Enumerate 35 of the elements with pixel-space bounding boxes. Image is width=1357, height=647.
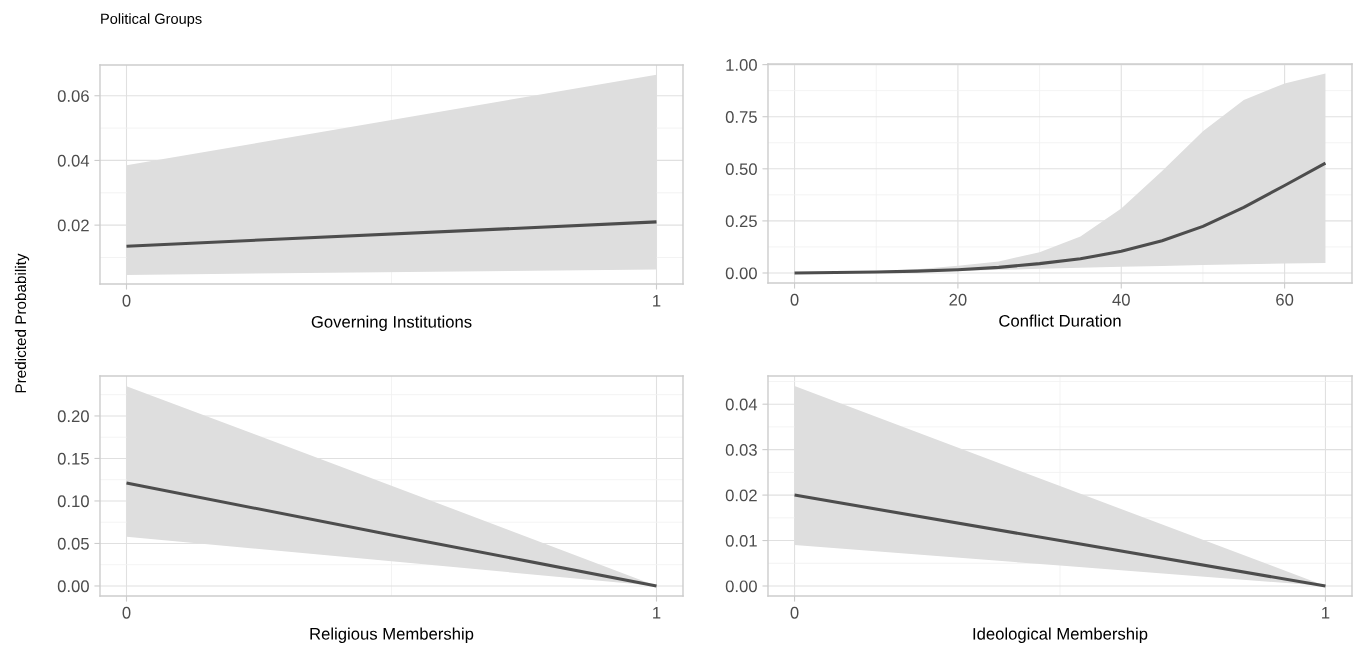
line-series <box>793 161 1327 275</box>
x-tick-label: 1 <box>1322 607 1330 619</box>
y-tick-label: 0.75 <box>725 111 757 123</box>
x-tick-label: 60 <box>1276 293 1294 306</box>
y-tick-label: 0.00 <box>725 580 757 593</box>
x-tick-label: 0 <box>122 294 131 307</box>
x-tick-label: 1 <box>653 295 661 307</box>
x-axis-title: Ideological Membership <box>973 627 1148 644</box>
y-tick-label: 0.01 <box>725 534 757 547</box>
x-tick-label: 0 <box>122 606 131 619</box>
x-tick-label: 0 <box>790 293 799 306</box>
x-axis-title: Governing Institutions <box>311 315 472 332</box>
y-tick-label: 0.50 <box>725 163 757 176</box>
x-axis-title: Conflict Duration <box>999 314 1121 327</box>
y-tick-label: 1.00 <box>726 59 757 71</box>
y-tick-label: 0.06 <box>57 90 89 102</box>
y-tick-label: 0.15 <box>57 452 89 465</box>
x-tick-label: 0 <box>790 606 799 619</box>
chart-title: Political Groups <box>101 13 202 27</box>
y-tick-label: 0.00 <box>725 267 757 280</box>
x-tick-label: 40 <box>1112 293 1130 306</box>
x-tick-label: 1 <box>653 607 661 619</box>
y-tick-label: 0.04 <box>725 398 758 411</box>
y-tick-label: 0.04 <box>57 154 90 167</box>
y-tick-label: 0.00 <box>57 580 89 593</box>
y-tick-label: 0.02 <box>725 489 757 502</box>
y-tick-label: 0.02 <box>57 219 89 232</box>
y-tick-label: 0.05 <box>57 537 89 550</box>
y-tick-label: 0.20 <box>57 410 89 423</box>
x-axis-title: Religious Membership <box>310 627 474 644</box>
y-axis-title: Predicted Probability <box>14 253 30 393</box>
y-tick-label: 0.25 <box>725 215 757 228</box>
y-tick-label: 0.03 <box>725 444 757 456</box>
y-tick-label: 0.10 <box>57 495 89 508</box>
x-tick-label: 20 <box>949 293 967 306</box>
